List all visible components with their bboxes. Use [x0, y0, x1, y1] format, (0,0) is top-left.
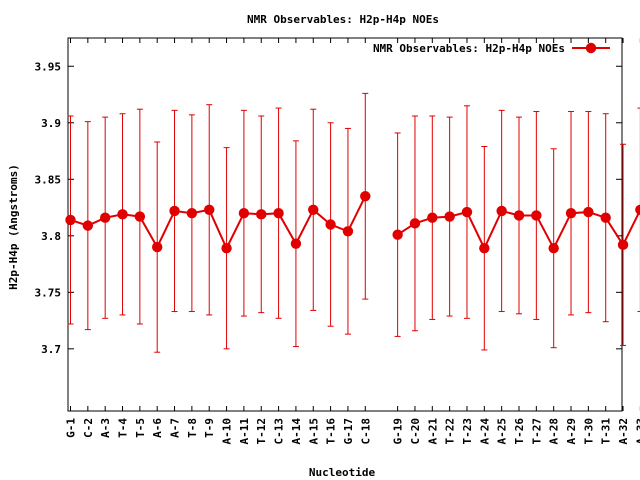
- data-point: [392, 229, 403, 240]
- y-tick-label: 3.8: [41, 230, 61, 243]
- data-point: [290, 238, 302, 249]
- y-tick-label: 3.9: [41, 117, 61, 130]
- x-tick-label: T-4: [117, 418, 130, 438]
- x-tick-label: A-3: [99, 418, 112, 438]
- data-point: [152, 241, 163, 253]
- x-tick-label: T-31: [600, 418, 613, 445]
- data-point: [325, 219, 336, 230]
- x-tick-label: A-21: [426, 418, 439, 445]
- x-tick-label: A-24: [478, 418, 491, 445]
- data-point: [99, 212, 111, 223]
- x-tick-label: C-20: [409, 418, 422, 445]
- x-tick-label: T-23: [461, 418, 474, 445]
- legend-marker: [585, 42, 597, 54]
- data-point: [583, 206, 594, 218]
- data-point: [360, 191, 371, 202]
- x-tick-label: G-17: [342, 418, 355, 445]
- plot-frame: [67, 37, 623, 412]
- data-point: [65, 214, 76, 226]
- x-tick-label: A-7: [169, 418, 182, 438]
- x-tick-label: C-18: [359, 418, 372, 445]
- x-tick-label: T-16: [325, 418, 338, 445]
- x-tick-label: T-22: [444, 418, 457, 445]
- data-point: [134, 211, 146, 222]
- x-tick-label: A-15: [307, 418, 320, 445]
- y-tick-label: 3.85: [35, 173, 62, 186]
- chart-title: NMR Observables: H2p-H4p NOEs: [247, 13, 439, 26]
- x-tick-label: C-2: [82, 418, 95, 438]
- data-point: [308, 204, 319, 216]
- data-point: [444, 211, 455, 222]
- data-point: [427, 212, 438, 223]
- x-tick-label: G-19: [392, 418, 405, 445]
- x-tick-label: A-11: [238, 418, 251, 445]
- data-point: [169, 205, 180, 217]
- data-point: [82, 220, 94, 231]
- x-tick-label: A-33: [634, 418, 640, 445]
- y-tick-label: 3.7: [41, 343, 61, 356]
- x-tick-label: C-13: [273, 418, 286, 445]
- x-tick-label: A-10: [221, 418, 234, 445]
- x-tick-label: T-5: [134, 418, 147, 438]
- data-point: [635, 204, 640, 215]
- data-point: [409, 218, 421, 229]
- data-point: [204, 204, 215, 216]
- x-tick-label: A-32: [617, 418, 630, 445]
- x-tick-label: T-27: [530, 418, 543, 445]
- x-tick-label: T-12: [255, 418, 268, 445]
- data-point: [479, 243, 490, 254]
- y-axis-label: H2p-H4p (Angstroms): [7, 164, 20, 290]
- series-line: [70, 195, 367, 251]
- data-point: [186, 207, 198, 219]
- data-point: [496, 205, 507, 217]
- legend-label: NMR Observables: H2p-H4p NOEs: [373, 42, 565, 55]
- data-point: [617, 239, 629, 251]
- data-point: [461, 206, 473, 218]
- x-tick-label: A-29: [565, 418, 578, 445]
- x-tick-label: T-9: [203, 418, 216, 438]
- x-tick-label: A-6: [151, 418, 164, 438]
- data-point: [531, 210, 542, 221]
- data-point: [238, 207, 250, 219]
- y-tick-label: 3.95: [35, 60, 62, 73]
- plot-area: 3.7 3.75 3.8 3.85 3.9 3.95 G-1 C-2 A-3 T-4 T-5 A-6 A…: [35, 37, 640, 445]
- data-point: [221, 243, 232, 254]
- x-tick-label: G-1: [65, 418, 78, 438]
- data-point: [117, 209, 128, 220]
- x-tick-label: T-30: [582, 418, 595, 445]
- data-point: [513, 210, 525, 221]
- data-point: [600, 212, 611, 223]
- x-tick-label: A-28: [548, 418, 561, 445]
- y-tick-label: 3.75: [35, 286, 62, 299]
- x-tick-label: T-26: [513, 418, 526, 445]
- x-tick-label: T-8: [186, 418, 199, 438]
- data-point: [342, 226, 354, 237]
- data-point: [565, 207, 577, 219]
- x-tick-label: A-25: [496, 418, 509, 445]
- data-point: [548, 243, 559, 254]
- legend: NMR Observables: H2p-H4p NOEs: [373, 42, 610, 55]
- data-point: [256, 209, 267, 220]
- x-axis-label: Nucleotide: [309, 466, 376, 479]
- data-point: [273, 207, 284, 219]
- x-tick-label: A-14: [290, 418, 303, 445]
